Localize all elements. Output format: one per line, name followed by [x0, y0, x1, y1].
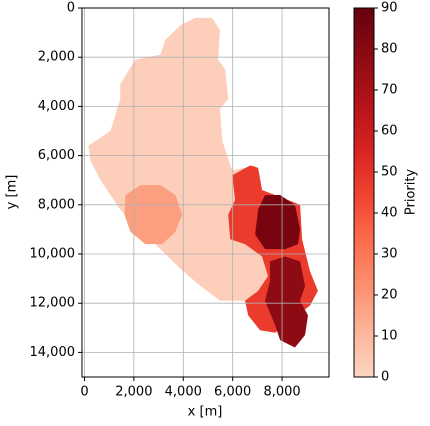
y-tick-label: 6,000	[38, 148, 75, 163]
y-tick-label: 10,000	[30, 247, 76, 262]
colorbar-tick-label: 90	[381, 1, 398, 16]
colorbar-tick-label: 10	[381, 329, 398, 344]
y-tick-label: 8,000	[38, 197, 75, 212]
y-tick-label: 4,000	[38, 99, 75, 114]
colorbar-tick-label: 40	[381, 206, 398, 221]
y-tick-label: 2,000	[38, 50, 75, 65]
colorbar-tick-label: 20	[381, 288, 398, 303]
priority-region	[88, 17, 273, 301]
colorbar-tick-label: 80	[381, 42, 398, 57]
x-axis-label: x [m]	[188, 405, 223, 420]
colorbar-tick-label: 60	[381, 124, 398, 139]
x-tick-label: 8,000	[263, 385, 300, 400]
y-axis-label: y [m]	[5, 175, 20, 210]
y-tick-label: 0	[67, 1, 75, 16]
colorbar-tick-label: 30	[381, 247, 398, 262]
colorbar-tick-label: 70	[381, 83, 398, 98]
colorbar-tick-label: 50	[381, 165, 398, 180]
x-tick-label: 0	[80, 385, 88, 400]
y-tick-label: 12,000	[30, 296, 76, 311]
y-tick-label: 14,000	[30, 345, 76, 360]
x-tick-label: 2,000	[115, 385, 152, 400]
x-tick-label: 6,000	[214, 385, 251, 400]
plot-frame	[81, 7, 330, 378]
priority-region	[255, 194, 301, 250]
priority-region	[124, 185, 183, 245]
colorbar-label: Priority	[404, 169, 419, 216]
colorbar	[353, 7, 375, 378]
colorbar-tick-label: 0	[381, 370, 389, 385]
x-tick-label: 4,000	[165, 385, 202, 400]
priority-region	[265, 256, 309, 348]
